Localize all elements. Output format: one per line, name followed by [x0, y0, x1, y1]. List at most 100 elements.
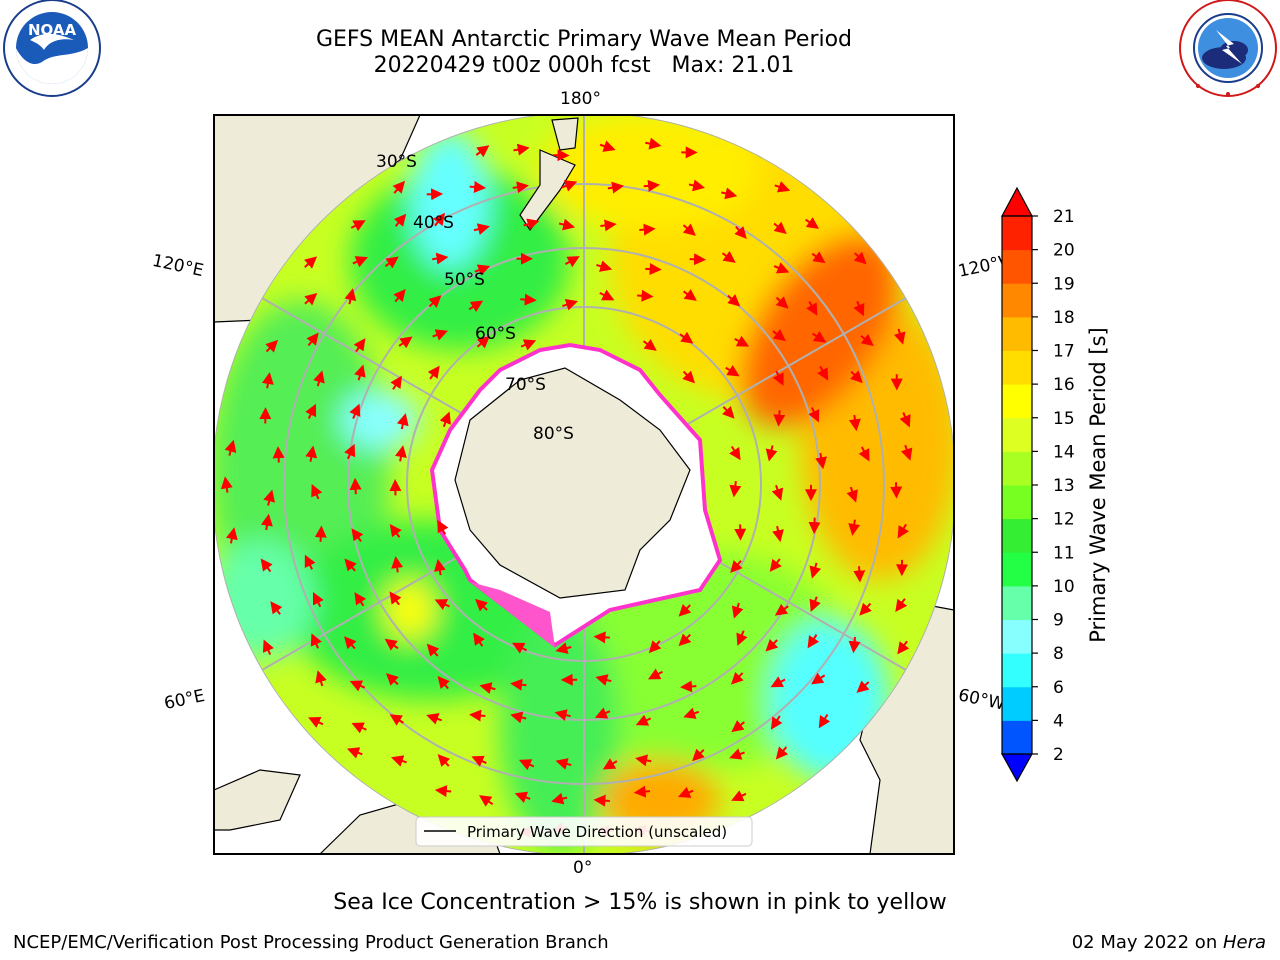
- wave-arrow: [808, 517, 821, 535]
- wave-arrow: [304, 554, 316, 570]
- wave-arrow: [637, 289, 654, 302]
- credit-right: 02 May 2022 on Hera: [1072, 932, 1266, 953]
- wave-arrow: [775, 296, 789, 309]
- wave-arrow: [265, 339, 279, 353]
- lat-label-80s: 80°S: [533, 424, 574, 444]
- wave-arrow: [770, 715, 783, 730]
- colorbar-cell: [1002, 216, 1032, 251]
- wave-arrow: [512, 181, 529, 194]
- wave-arrow: [858, 446, 870, 462]
- wave-arrow: [562, 299, 578, 311]
- wave-arrow: [427, 365, 440, 380]
- wave-arrow: [730, 560, 743, 574]
- wave-arrow: [648, 640, 662, 654]
- wave-arrow: [432, 329, 448, 341]
- wave-arrow: [682, 289, 697, 301]
- map-frame: [213, 114, 955, 855]
- wave-arrow: [678, 786, 694, 798]
- colorbar-cell: [1002, 552, 1032, 587]
- wave-arrow: [510, 678, 527, 691]
- wave-arrow: [721, 187, 738, 200]
- wave-arrow: [593, 631, 610, 644]
- wave-arrow: [479, 682, 496, 694]
- sea-ice-note: Sea Ice Concentration > 15% is shown in …: [333, 890, 947, 915]
- wave-arrow: [645, 263, 662, 276]
- wave-arrow: [682, 223, 696, 236]
- wave-arrow: [731, 720, 745, 733]
- wave-arrow: [311, 484, 323, 500]
- colorbar-cell: [1002, 686, 1032, 721]
- map-legend: Primary Wave Direction (unscaled): [415, 816, 753, 847]
- wave-arrow: [510, 711, 527, 724]
- colorbar-tick-label: 4: [1053, 711, 1064, 731]
- wave-arrow: [305, 403, 317, 419]
- wave-arrow: [561, 180, 578, 192]
- wave-arrow: [426, 713, 443, 725]
- wave-arrow: [774, 181, 791, 193]
- wave-arrow: [734, 226, 747, 240]
- wave-arrow: [308, 717, 324, 728]
- wave-arrow: [734, 335, 750, 347]
- wave-arrow: [725, 364, 740, 377]
- colorbar-tick-label: 8: [1053, 644, 1064, 664]
- wave-arrow: [351, 528, 364, 543]
- wave-arrow: [384, 638, 399, 651]
- colorbar-cell: [1002, 283, 1032, 318]
- wave-arrow: [678, 603, 692, 617]
- wave-arrow: [729, 445, 741, 461]
- wave-arrow: [385, 673, 399, 686]
- antarctica: [454, 367, 691, 599]
- colorbar-tick-label: 9: [1053, 611, 1064, 631]
- wave-arrow: [395, 445, 407, 462]
- wave-arrow: [555, 642, 572, 654]
- legend-label: Primary Wave Direction (unscaled): [467, 823, 727, 841]
- noaa-logo-text: NOAA: [28, 21, 77, 39]
- wave-arrow: [476, 335, 490, 349]
- wave-arrow: [396, 413, 409, 430]
- wave-arrow: [426, 643, 440, 657]
- wave-arrow: [389, 524, 402, 538]
- title-line-1: GEFS MEAN Antarctic Primary Wave Mean Pe…: [315, 27, 853, 52]
- colorbar-tick-label: 13: [1053, 476, 1075, 496]
- lat-label-30s: 30°S: [376, 152, 417, 172]
- wave-arrow: [314, 525, 327, 542]
- lat-label-70s: 70°S: [505, 375, 546, 395]
- wave-arrow: [261, 372, 274, 389]
- wave-arrow: [770, 676, 786, 688]
- colorbar-tick-label: 11: [1053, 543, 1075, 563]
- colorbar-tick-label: 17: [1053, 342, 1075, 362]
- wave-arrow: [729, 480, 742, 498]
- wave-arrow: [352, 256, 369, 268]
- wave-arrow: [812, 330, 827, 343]
- wave-arrow: [642, 338, 657, 351]
- wave-arrow: [398, 336, 413, 349]
- colorbar-tick-label: 15: [1053, 409, 1075, 429]
- colorbar-cells: [1002, 216, 1032, 755]
- noaa-logo: NOAA: [3, 0, 101, 97]
- wave-arrow: [260, 558, 273, 573]
- wave-arrow: [679, 331, 694, 344]
- wave-arrow: [475, 598, 488, 612]
- wave-arrow: [473, 632, 485, 647]
- wave-arrow: [599, 289, 615, 301]
- colorbar-cell: [1002, 384, 1032, 419]
- wave-arrow: [468, 300, 484, 313]
- wave-arrow: [607, 181, 625, 194]
- wave-arrow: [647, 668, 663, 680]
- wave-arrow: [860, 333, 874, 347]
- colorbar-tick-label: 16: [1053, 375, 1075, 395]
- wave-arrow: [305, 445, 318, 462]
- wave-arrow: [353, 338, 366, 353]
- wave-arrow: [635, 714, 652, 726]
- wave-arrow: [520, 293, 537, 306]
- lon-label-0: 0°: [573, 858, 593, 878]
- wave-arrow: [471, 755, 487, 767]
- colorbar-tick-label: 18: [1053, 308, 1075, 328]
- wave-arrow: [771, 484, 784, 501]
- wave-arrow: [773, 410, 786, 427]
- wave-arrow: [558, 218, 576, 231]
- wave-arrow: [815, 452, 828, 470]
- wave-arrow: [428, 295, 442, 308]
